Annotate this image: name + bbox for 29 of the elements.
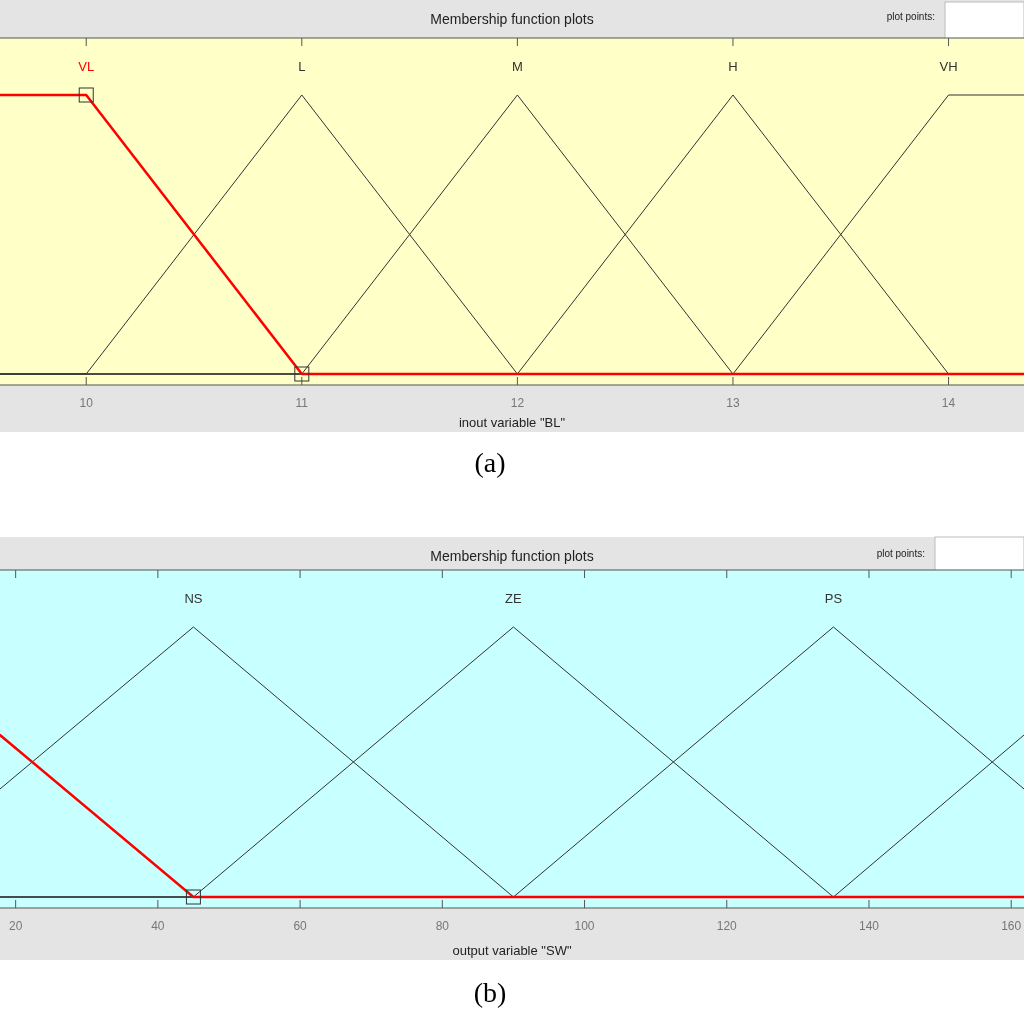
x-tick-label: 140 — [858, 919, 880, 933]
x-axis-title: inout variable "BL" — [458, 415, 566, 430]
x-tick-label: 10 — [79, 396, 94, 410]
series-label: H — [728, 59, 738, 74]
x-tick-label: 60 — [293, 919, 308, 933]
series-label: NS — [184, 591, 203, 606]
series-label: VH — [939, 59, 958, 74]
series-label: ZE — [505, 591, 523, 606]
text: plot points: — [886, 11, 935, 22]
x-tick-label: 12 — [510, 396, 525, 410]
x-tick-label: 11 — [295, 396, 309, 410]
x-tick-label: 13 — [726, 396, 740, 410]
x-axis-title: output variable "SW" — [452, 943, 572, 958]
chart-title: Membership function plots — [430, 11, 594, 27]
series-label: VL — [78, 59, 95, 74]
x-tick-label: 80 — [435, 919, 450, 933]
text: (b) — [473, 977, 507, 1008]
text: plot points: — [876, 548, 925, 559]
x-tick-label: 14 — [941, 396, 956, 410]
x-tick-label: 160 — [1001, 919, 1022, 933]
series-label: M — [511, 59, 523, 74]
series-label: PS — [824, 591, 843, 606]
x-tick-label: 20 — [8, 919, 23, 933]
text: (a) — [474, 447, 506, 478]
x-tick-label: 100 — [574, 919, 595, 933]
chart-title: Membership function plots — [430, 548, 594, 564]
x-tick-label: 40 — [151, 919, 165, 933]
x-tick-label: 120 — [716, 919, 738, 933]
series-label: L — [298, 59, 306, 74]
